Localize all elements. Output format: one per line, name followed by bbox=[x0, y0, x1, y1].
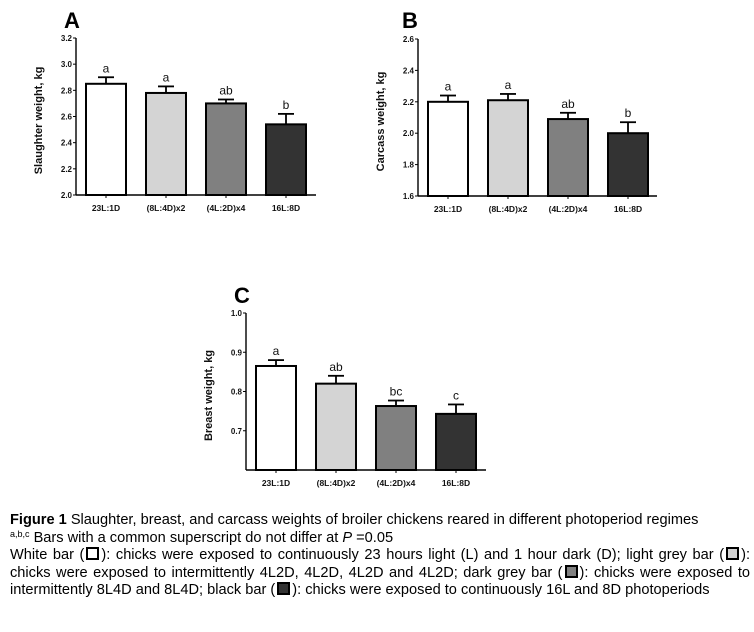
panel-c-y-tick-label: 0.9 bbox=[231, 348, 243, 357]
caption-title: Slaughter, breast, and carcass weights o… bbox=[66, 512, 699, 528]
figure-charts: A 2.0 2.2 2.4 2.6 2.8 3.0 3.2 Slaughter weight, … bbox=[33, 8, 657, 488]
panel-b-significance-label: a bbox=[445, 80, 452, 94]
panel-a-y-tick-label: 3.2 bbox=[61, 34, 73, 43]
panel-a-letter: A bbox=[64, 8, 80, 33]
panel-b-y-tick-label: 1.8 bbox=[403, 161, 415, 170]
panel-a-y-axis-label: Slaughter weight, kg bbox=[33, 67, 45, 175]
panel-a-x-tick-label: (4L:2D)x4 bbox=[207, 203, 246, 213]
footnote-superscript: a,b,c bbox=[10, 528, 30, 539]
panel-c-y-tick-label: 0.7 bbox=[231, 427, 243, 436]
panel-c-y-tick-label: 1.0 bbox=[231, 309, 243, 318]
black-bar-swatch-icon bbox=[277, 582, 291, 596]
panel-a-y-tick-label: 2.6 bbox=[61, 113, 73, 122]
footnote-value: =0.05 bbox=[352, 529, 394, 546]
panel-b-y-tick-label: 2.4 bbox=[403, 66, 415, 75]
legend-text-2: ): chicks were exposed to intermittently… bbox=[10, 547, 750, 581]
panel-a-significance-label: ab bbox=[219, 83, 233, 97]
panel-b-significance-label: a bbox=[505, 78, 512, 92]
panel-c-x-tick-label: (4L:2D)x4 bbox=[377, 478, 416, 488]
panel-b-x-tick-label: 16L:8D bbox=[614, 204, 642, 214]
panel-a-x-tick-label: 23L:1D bbox=[92, 203, 120, 213]
figure-label: Figure 1 bbox=[10, 512, 67, 528]
panel-b-y-tick-label: 2.0 bbox=[403, 129, 415, 138]
panel-b-y-axis-label: Carcass weight, kg bbox=[375, 72, 387, 172]
panel-a-bar bbox=[265, 123, 307, 196]
panel-a-y-tick-label: 2.2 bbox=[61, 165, 73, 174]
footnote-p-symbol: P bbox=[342, 529, 353, 546]
legend-text-4: ): chicks were exposed to continuously 1… bbox=[292, 582, 710, 599]
panel-b-y-tick-label: 2.2 bbox=[403, 98, 415, 107]
caption-title-line: Figure 1 Slaughter, breast, and carcass … bbox=[10, 512, 750, 530]
panel-b-x-tick-label: (4L:2D)x4 bbox=[549, 204, 588, 214]
legend-text-0: White bar ( bbox=[10, 547, 85, 564]
panel-b-letter: B bbox=[402, 8, 418, 33]
panel-b-significance-label: ab bbox=[561, 97, 575, 111]
panel-c-y-axis-label: Breast weight, kg bbox=[203, 350, 215, 441]
panel-b-y-tick-label: 1.6 bbox=[403, 192, 415, 201]
panel-b-bar bbox=[607, 132, 649, 197]
legend-text-3: ): chicks were exposed to intermittently… bbox=[10, 564, 750, 599]
dark-grey-bar-swatch-icon bbox=[564, 564, 578, 578]
panel-c-significance-label: ab bbox=[329, 360, 343, 374]
panel-b-y-tick-label: 2.6 bbox=[403, 35, 415, 44]
panel-c-x-tick-label: 16L:8D bbox=[442, 478, 470, 488]
panel-a-significance-label: b bbox=[283, 98, 290, 112]
panel-c-significance-label: bc bbox=[390, 385, 403, 399]
panel-c-bar bbox=[375, 405, 417, 471]
panel-c-x-tick-label: (8L:4D)x2 bbox=[317, 478, 356, 488]
panel-a-significance-label: a bbox=[103, 61, 110, 75]
panel-a-x-tick-label: 16L:8D bbox=[272, 203, 300, 213]
panel-b-significance-label: b bbox=[625, 106, 632, 120]
panel-c-x-tick-label: 23L:1D bbox=[262, 478, 290, 488]
white-bar-swatch-icon bbox=[86, 547, 100, 561]
panel-a-y-tick-label: 2.0 bbox=[61, 191, 73, 200]
caption-footnote: a,b,c Bars with a common superscript do … bbox=[10, 528, 750, 548]
panel-b-bar bbox=[487, 99, 529, 197]
panel-a-bar bbox=[205, 102, 247, 196]
figure-caption: Figure 1 Slaughter, breast, and carcass … bbox=[10, 512, 750, 600]
panel-a-x-tick-label: (8L:4D)x2 bbox=[147, 203, 186, 213]
panel-a-bar bbox=[85, 82, 127, 196]
panel-b-bar bbox=[547, 118, 589, 197]
panel-a-y-tick-label: 2.4 bbox=[61, 139, 73, 148]
panel-c-significance-label: c bbox=[453, 388, 459, 402]
panel-a-significance-label: a bbox=[163, 70, 170, 84]
panel-c-letter: C bbox=[234, 283, 250, 308]
panel-a-bar bbox=[145, 91, 187, 196]
footnote-text: Bars with a common superscript do not di… bbox=[29, 529, 343, 546]
light-grey-bar-swatch-icon bbox=[726, 547, 740, 561]
panel-c-bar bbox=[435, 412, 477, 471]
panel-c-significance-label: a bbox=[273, 344, 280, 358]
panel-c-bar bbox=[255, 364, 297, 471]
panel-b-bar bbox=[427, 100, 469, 197]
caption-legend: White bar ( ): chicks were exposed to con… bbox=[10, 547, 750, 600]
panel-a-y-tick-label: 2.8 bbox=[61, 86, 73, 95]
panel-a-y-tick-label: 3.0 bbox=[61, 60, 73, 69]
panel-c-bar bbox=[315, 382, 357, 471]
panel-c-y-tick-label: 0.8 bbox=[231, 388, 243, 397]
panel-b-x-tick-label: 23L:1D bbox=[434, 204, 462, 214]
panel-b-x-tick-label: (8L:4D)x2 bbox=[489, 204, 528, 214]
legend-text-1: ): chicks were exposed to continuously 2… bbox=[101, 547, 725, 564]
